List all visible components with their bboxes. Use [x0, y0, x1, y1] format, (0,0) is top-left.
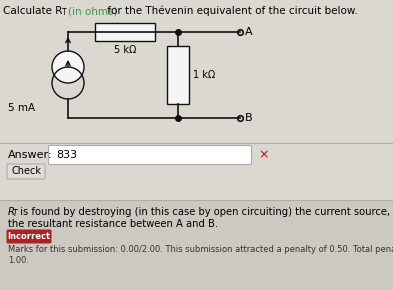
Text: 5 mA: 5 mA — [8, 103, 35, 113]
Text: 5 kΩ: 5 kΩ — [114, 45, 136, 55]
Text: Answer:: Answer: — [8, 150, 53, 160]
FancyBboxPatch shape — [7, 229, 51, 244]
Text: is found by destroying (in this case by open circuiting) the current source, and: is found by destroying (in this case by … — [17, 207, 393, 217]
FancyBboxPatch shape — [7, 164, 45, 179]
Circle shape — [52, 51, 84, 83]
Bar — [0, 143, 393, 200]
Text: 1 kΩ: 1 kΩ — [193, 70, 215, 80]
Bar — [0, 200, 393, 290]
Text: B: B — [245, 113, 253, 123]
Bar — [167, 46, 189, 104]
Text: Marks for this submission: 0.00/2.00. This submission attracted a penalty of 0.5: Marks for this submission: 0.00/2.00. Th… — [8, 245, 393, 254]
Text: for the Thévenin equivalent of the circuit below.: for the Thévenin equivalent of the circu… — [104, 6, 358, 17]
Text: T: T — [62, 8, 67, 17]
Bar — [95, 23, 155, 41]
Text: Check: Check — [11, 166, 41, 177]
Text: T: T — [13, 209, 18, 218]
Text: ×: × — [258, 148, 268, 162]
FancyBboxPatch shape — [48, 146, 252, 164]
Text: (in ohms): (in ohms) — [68, 6, 118, 16]
Text: R: R — [8, 207, 15, 217]
Text: 1.00.: 1.00. — [8, 256, 29, 265]
Text: A: A — [245, 27, 253, 37]
Text: Calculate R: Calculate R — [3, 6, 62, 16]
Text: the resultant resistance between A and B.: the resultant resistance between A and B… — [8, 219, 218, 229]
Text: Incorrect: Incorrect — [7, 232, 51, 241]
Bar — [0, 0, 393, 143]
Text: 833: 833 — [56, 150, 77, 160]
